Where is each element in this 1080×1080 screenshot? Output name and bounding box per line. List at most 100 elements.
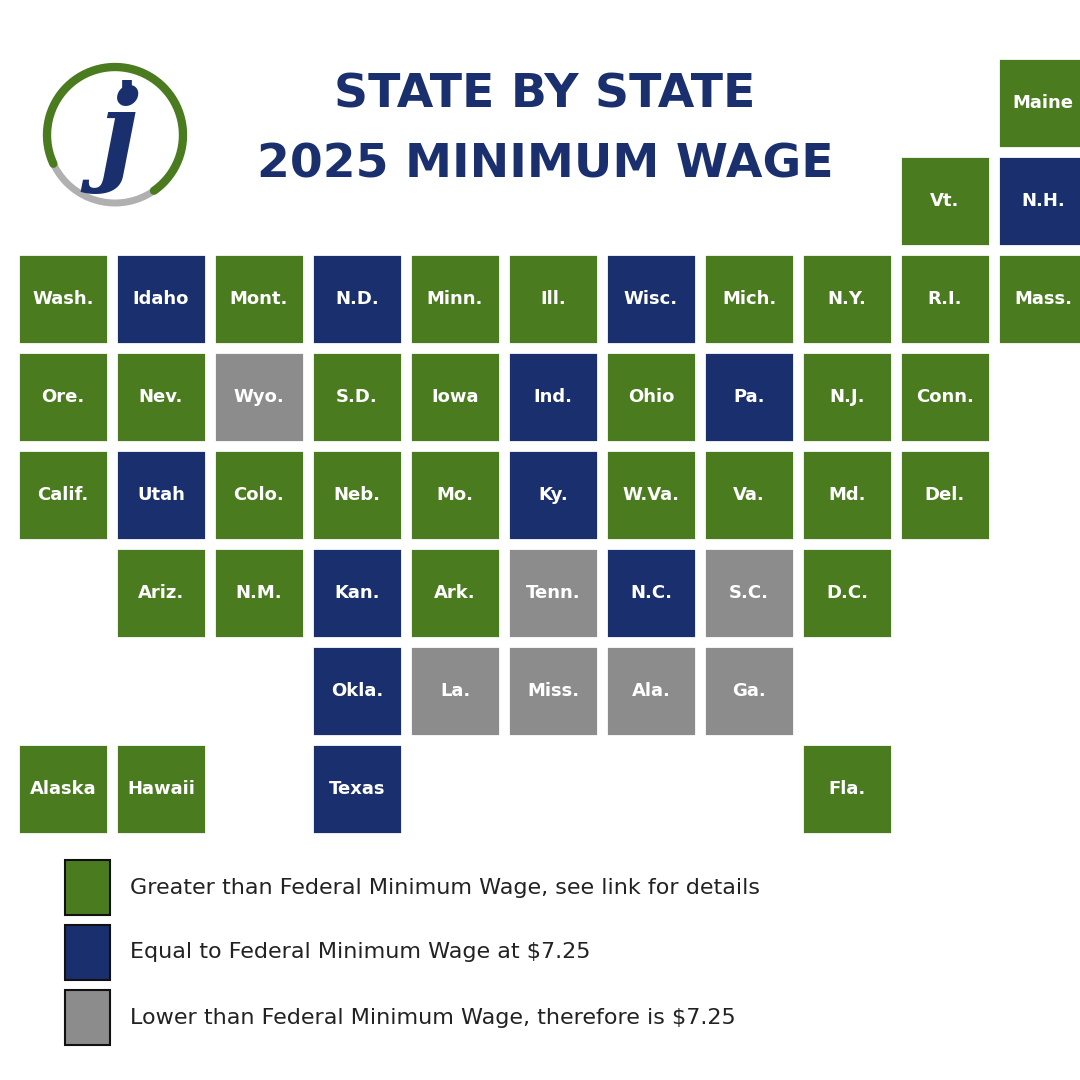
Bar bbox=[704, 352, 794, 442]
Bar bbox=[606, 646, 696, 735]
Text: Calif.: Calif. bbox=[38, 486, 89, 504]
Text: Lower than Federal Minimum Wage, therefore is $7.25: Lower than Federal Minimum Wage, therefo… bbox=[130, 1008, 735, 1027]
Bar bbox=[410, 646, 500, 735]
Bar bbox=[116, 450, 206, 540]
Bar bbox=[802, 450, 892, 540]
Text: Minn.: Minn. bbox=[427, 291, 483, 308]
Text: Wyo.: Wyo. bbox=[233, 388, 284, 406]
Text: Iowa: Iowa bbox=[431, 388, 478, 406]
Text: Fla.: Fla. bbox=[828, 780, 866, 798]
Bar bbox=[18, 352, 108, 442]
Text: Va.: Va. bbox=[733, 486, 765, 504]
Bar bbox=[214, 450, 303, 540]
Bar bbox=[606, 352, 696, 442]
Text: Md.: Md. bbox=[828, 486, 866, 504]
Text: STATE BY STATE: STATE BY STATE bbox=[335, 72, 756, 118]
Text: Wisc.: Wisc. bbox=[624, 291, 678, 308]
Bar bbox=[410, 254, 500, 345]
Text: Idaho: Idaho bbox=[133, 291, 189, 308]
Text: Mo.: Mo. bbox=[436, 486, 473, 504]
Text: Ga.: Ga. bbox=[732, 681, 766, 700]
Text: La.: La. bbox=[440, 681, 470, 700]
Bar bbox=[116, 548, 206, 638]
Bar bbox=[410, 450, 500, 540]
Bar bbox=[312, 548, 402, 638]
Bar bbox=[312, 254, 402, 345]
Bar bbox=[18, 744, 108, 834]
Bar bbox=[508, 254, 598, 345]
Bar bbox=[802, 744, 892, 834]
Text: W.Va.: W.Va. bbox=[622, 486, 679, 504]
Bar bbox=[998, 156, 1080, 246]
Bar bbox=[312, 744, 402, 834]
Text: Ariz.: Ariz. bbox=[138, 584, 184, 602]
Text: Texas: Texas bbox=[328, 780, 386, 798]
Text: N.Y.: N.Y. bbox=[827, 291, 866, 308]
Bar bbox=[410, 352, 500, 442]
Text: Ohio: Ohio bbox=[627, 388, 674, 406]
Text: Vt.: Vt. bbox=[930, 192, 960, 210]
Bar bbox=[900, 156, 990, 246]
Bar bbox=[18, 254, 108, 345]
Text: Ark.: Ark. bbox=[434, 584, 476, 602]
Text: Mass.: Mass. bbox=[1014, 291, 1072, 308]
Text: N.J.: N.J. bbox=[829, 388, 865, 406]
Bar bbox=[116, 352, 206, 442]
Bar bbox=[900, 352, 990, 442]
Text: Conn.: Conn. bbox=[916, 388, 974, 406]
Text: Alaska: Alaska bbox=[29, 780, 96, 798]
Bar bbox=[606, 254, 696, 345]
Bar bbox=[312, 352, 402, 442]
Bar bbox=[214, 352, 303, 442]
Bar bbox=[606, 548, 696, 638]
Bar bbox=[508, 352, 598, 442]
Bar bbox=[116, 744, 206, 834]
Bar bbox=[802, 254, 892, 345]
Bar bbox=[704, 254, 794, 345]
Text: Tenn.: Tenn. bbox=[526, 584, 580, 602]
Bar bbox=[802, 548, 892, 638]
Bar bbox=[998, 58, 1080, 148]
Text: Ill.: Ill. bbox=[540, 291, 566, 308]
Bar bbox=[508, 450, 598, 540]
Text: R.I.: R.I. bbox=[928, 291, 962, 308]
Text: S.D.: S.D. bbox=[336, 388, 378, 406]
Text: N.H.: N.H. bbox=[1021, 192, 1065, 210]
Text: Ore.: Ore. bbox=[41, 388, 84, 406]
Bar bbox=[900, 254, 990, 345]
Bar bbox=[998, 254, 1080, 345]
Bar bbox=[704, 548, 794, 638]
Bar bbox=[65, 924, 110, 980]
Bar bbox=[65, 860, 110, 915]
Bar bbox=[704, 646, 794, 735]
Bar bbox=[312, 450, 402, 540]
Text: Equal to Federal Minimum Wage at $7.25: Equal to Federal Minimum Wage at $7.25 bbox=[130, 943, 591, 962]
Text: Nev.: Nev. bbox=[139, 388, 184, 406]
Bar bbox=[18, 450, 108, 540]
Text: N.D.: N.D. bbox=[335, 291, 379, 308]
Bar bbox=[508, 548, 598, 638]
Text: Greater than Federal Minimum Wage, see link for details: Greater than Federal Minimum Wage, see l… bbox=[130, 877, 760, 897]
Text: 2025 MINIMUM WAGE: 2025 MINIMUM WAGE bbox=[257, 143, 834, 188]
Text: Ind.: Ind. bbox=[534, 388, 572, 406]
Bar bbox=[802, 352, 892, 442]
Text: Maine: Maine bbox=[1013, 94, 1074, 112]
Text: Okla.: Okla. bbox=[330, 681, 383, 700]
Text: Kan.: Kan. bbox=[334, 584, 380, 602]
Bar bbox=[704, 450, 794, 540]
Text: j: j bbox=[99, 85, 139, 194]
Bar bbox=[214, 254, 303, 345]
Bar bbox=[900, 450, 990, 540]
Text: Del.: Del. bbox=[924, 486, 966, 504]
Text: Colo.: Colo. bbox=[233, 486, 284, 504]
Text: D.C.: D.C. bbox=[826, 584, 868, 602]
Text: Hawaii: Hawaii bbox=[127, 780, 194, 798]
Text: Mont.: Mont. bbox=[230, 291, 288, 308]
Bar bbox=[312, 646, 402, 735]
Text: Miss.: Miss. bbox=[527, 681, 579, 700]
Bar bbox=[65, 990, 110, 1045]
Text: S.C.: S.C. bbox=[729, 584, 769, 602]
Text: Neb.: Neb. bbox=[334, 486, 380, 504]
Text: N.M.: N.M. bbox=[235, 584, 282, 602]
Text: Ala.: Ala. bbox=[632, 681, 671, 700]
